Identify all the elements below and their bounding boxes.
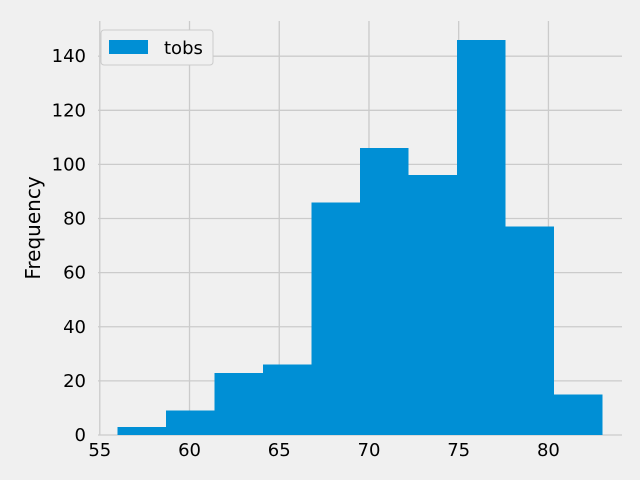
x-tick-label: 60 xyxy=(178,440,201,461)
histogram-bar xyxy=(456,39,506,436)
x-tick-label: 80 xyxy=(537,440,560,461)
histogram-bar xyxy=(117,426,167,435)
histogram-bar xyxy=(408,175,457,435)
histogram-bar xyxy=(505,226,554,435)
y-tick-label: 20 xyxy=(63,371,86,392)
y-tick-label: 100 xyxy=(52,154,86,175)
histogram-bar xyxy=(553,394,603,435)
y-tick-label: 120 xyxy=(52,100,86,121)
y-tick-label: 0 xyxy=(75,425,86,446)
y-tick-label: 40 xyxy=(63,317,86,338)
legend-label-tobs: tobs xyxy=(164,38,203,59)
ticks-layer: 55 60 65 70 75 80 0 20 40 60 80 100 120 140 xyxy=(52,46,560,461)
histogram-bar xyxy=(214,372,264,435)
x-tick-label: 55 xyxy=(88,440,111,461)
histogram-bar xyxy=(311,202,360,435)
histogram-bar xyxy=(166,410,215,435)
y-tick-label: 140 xyxy=(52,46,86,67)
legend: tobs xyxy=(100,29,214,66)
legend-swatch-tobs xyxy=(109,40,148,54)
legend-box xyxy=(100,29,214,66)
histogram-bar xyxy=(263,364,312,435)
y-tick-label: 60 xyxy=(63,263,86,284)
bars-layer xyxy=(117,39,603,436)
y-tick-label: 80 xyxy=(63,209,86,230)
x-tick-label: 75 xyxy=(447,440,470,461)
histogram-bar xyxy=(360,148,409,436)
y-axis-label: Frequency xyxy=(21,176,45,279)
x-tick-label: 70 xyxy=(358,440,381,461)
x-tick-label: 65 xyxy=(268,440,291,461)
